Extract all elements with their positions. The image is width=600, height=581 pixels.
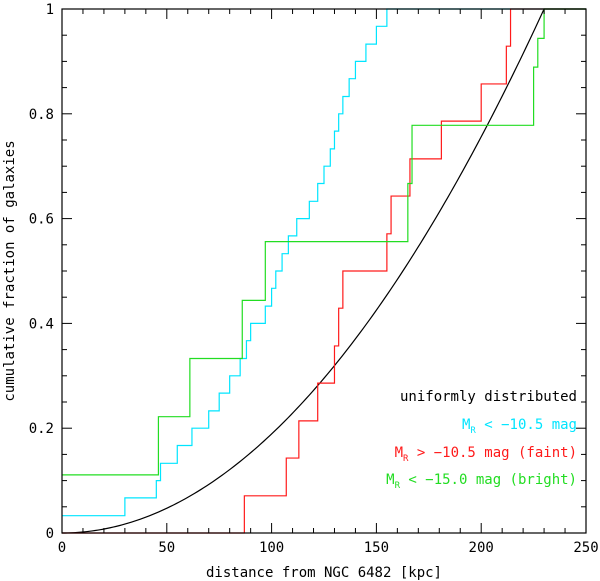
legend-entry-0: uniformly distributed — [400, 389, 577, 405]
y-tick-label: 0.8 — [29, 107, 54, 123]
x-tick-label: 50 — [158, 540, 175, 556]
x-tick-label: 0 — [58, 540, 66, 556]
legend: uniformly distributed MR < −10.5 mag MR > … — [386, 389, 577, 491]
series-line-2 — [62, 8, 586, 534]
y-tick-label: 0 — [46, 526, 54, 542]
x-tick-label: 250 — [573, 540, 598, 556]
y-tick-label: 1 — [46, 2, 54, 18]
y-tick-label: 0.4 — [29, 316, 54, 332]
x-axis-label: distance from NGC 6482 [kpc] — [206, 565, 442, 581]
series-line-0 — [61, 8, 586, 534]
y-tick-label: 0.6 — [29, 212, 54, 228]
x-tick-label: 150 — [364, 540, 389, 556]
tick-labels: 0 50 100 150 200 250 0 0.2 0.4 0.6 0.8 1 — [29, 2, 599, 556]
x-tick-label: 200 — [469, 540, 494, 556]
legend-entry-2: MR > −10.5 mag (faint) — [395, 445, 577, 464]
axis-ticks — [61, 8, 587, 534]
y-tick-label: 0.2 — [29, 421, 54, 437]
x-tick-label: 100 — [259, 540, 284, 556]
y-axis-label: cumulative fraction of galaxies — [2, 140, 18, 401]
legend-entry-1: MR < −10.5 mag — [462, 417, 577, 436]
series-line-3 — [62, 8, 586, 476]
legend-entry-3: MR < −15.0 mag (bright) — [386, 472, 577, 491]
